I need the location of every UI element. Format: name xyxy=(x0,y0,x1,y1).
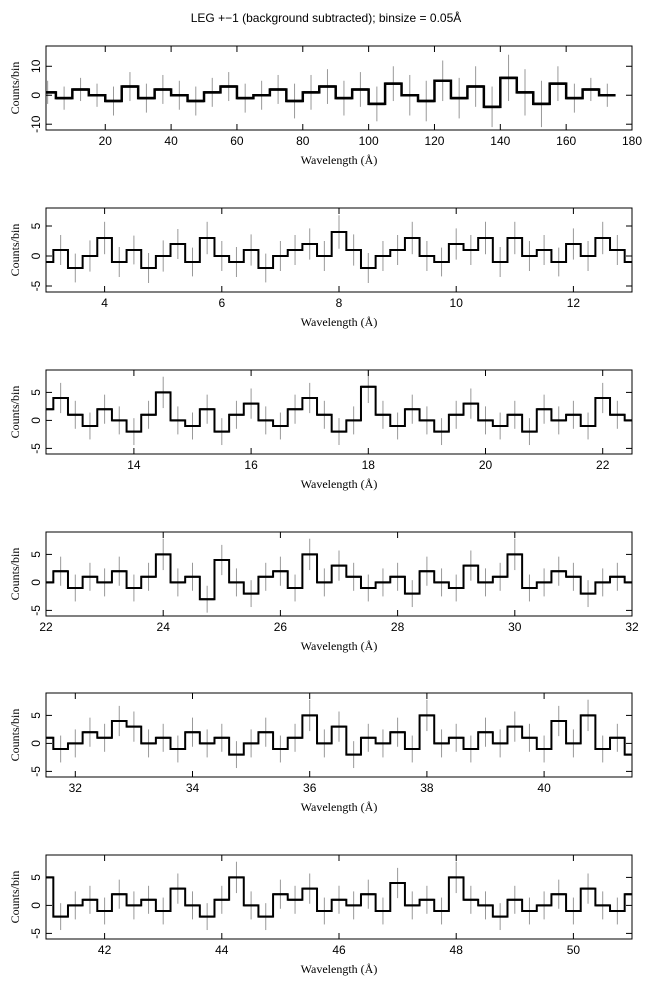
y-tick-label: 0 xyxy=(29,579,43,586)
x-tick-label: 22 xyxy=(39,620,53,634)
x-tick-label: 50 xyxy=(567,943,581,957)
x-tick-label: 42 xyxy=(98,943,112,957)
x-tick-label: 140 xyxy=(490,134,510,148)
x-tick-label: 8 xyxy=(336,296,343,310)
y-tick-label: 0 xyxy=(29,92,43,99)
plot-frame xyxy=(45,369,633,455)
plot-frame xyxy=(45,692,633,778)
x-axis-label: Wavelength (Å) xyxy=(301,962,378,976)
x-axis-label: Wavelength (Å) xyxy=(301,315,378,329)
x-axis-label: Wavelength (Å) xyxy=(301,639,378,653)
x-tick-label: 32 xyxy=(69,781,83,795)
x-tick-label: 40 xyxy=(164,134,178,148)
x-axis-label: Wavelength (Å) xyxy=(301,477,378,491)
x-tick-label: 26 xyxy=(274,620,288,634)
x-tick-label: 4 xyxy=(101,296,108,310)
x-tick-label: 60 xyxy=(230,134,244,148)
x-tick-label: 120 xyxy=(424,134,444,148)
y-tick-label: 0 xyxy=(29,252,43,259)
x-tick-label: 12 xyxy=(567,296,581,310)
x-tick-label: 40 xyxy=(537,781,551,795)
y-tick-label: 0 xyxy=(29,902,43,909)
y-tick-label: -5 xyxy=(29,605,43,616)
x-tick-label: 30 xyxy=(508,620,522,634)
plot-area xyxy=(46,54,616,128)
x-tick-label: 18 xyxy=(362,458,376,472)
plot-frame xyxy=(45,531,633,617)
x-tick-label: 14 xyxy=(127,458,141,472)
y-axis-label: Counts/bin xyxy=(8,871,22,924)
figure-title: LEG +−1 (background subtracted); binsize… xyxy=(191,10,462,25)
y-tick-label: 5 xyxy=(29,712,43,719)
y-tick-label: 0 xyxy=(29,417,43,424)
y-tick-label: -5 xyxy=(29,928,43,939)
y-axis-label: Counts/bin xyxy=(8,386,22,439)
x-tick-label: 48 xyxy=(450,943,464,957)
plot-area xyxy=(46,699,632,769)
plot-area xyxy=(46,538,632,613)
x-tick-label: 46 xyxy=(332,943,346,957)
x-tick-label: 24 xyxy=(157,620,171,634)
plot-area xyxy=(46,861,632,931)
y-tick-label: 0 xyxy=(29,740,43,747)
x-tick-label: 100 xyxy=(359,134,379,148)
x-tick-label: 10 xyxy=(450,296,464,310)
y-axis-label: Counts/bin xyxy=(8,224,22,277)
y-axis-label: Counts/bin xyxy=(8,62,22,115)
x-tick-label: 6 xyxy=(218,296,225,310)
x-tick-label: 28 xyxy=(391,620,405,634)
x-tick-label: 44 xyxy=(215,943,229,957)
x-axis-label: Wavelength (Å) xyxy=(301,800,378,814)
x-tick-label: 160 xyxy=(556,134,576,148)
plot-frame xyxy=(45,45,633,131)
plot-area xyxy=(46,215,632,283)
x-tick-label: 16 xyxy=(244,458,258,472)
x-tick-label: 38 xyxy=(420,781,434,795)
y-tick-label: 10 xyxy=(29,59,43,73)
y-tick-label: -10 xyxy=(29,115,43,133)
y-axis-label: Counts/bin xyxy=(8,709,22,762)
y-tick-label: 5 xyxy=(29,874,43,881)
x-tick-label: 20 xyxy=(479,458,493,472)
x-tick-label: 22 xyxy=(596,458,610,472)
x-tick-label: 32 xyxy=(625,620,639,634)
y-tick-label: 5 xyxy=(29,389,43,396)
x-tick-label: 180 xyxy=(622,134,642,148)
y-tick-label: 5 xyxy=(29,222,43,229)
y-tick-label: 5 xyxy=(29,551,43,558)
x-tick-label: 34 xyxy=(186,781,200,795)
x-tick-label: 20 xyxy=(99,134,113,148)
x-tick-label: 80 xyxy=(296,134,310,148)
y-tick-label: -5 xyxy=(29,443,43,454)
x-tick-label: 36 xyxy=(303,781,317,795)
x-axis-label: Wavelength (Å) xyxy=(301,153,378,167)
y-axis-label: Counts/bin xyxy=(8,548,22,601)
y-tick-label: -5 xyxy=(29,280,43,291)
y-tick-label: -5 xyxy=(29,766,43,777)
